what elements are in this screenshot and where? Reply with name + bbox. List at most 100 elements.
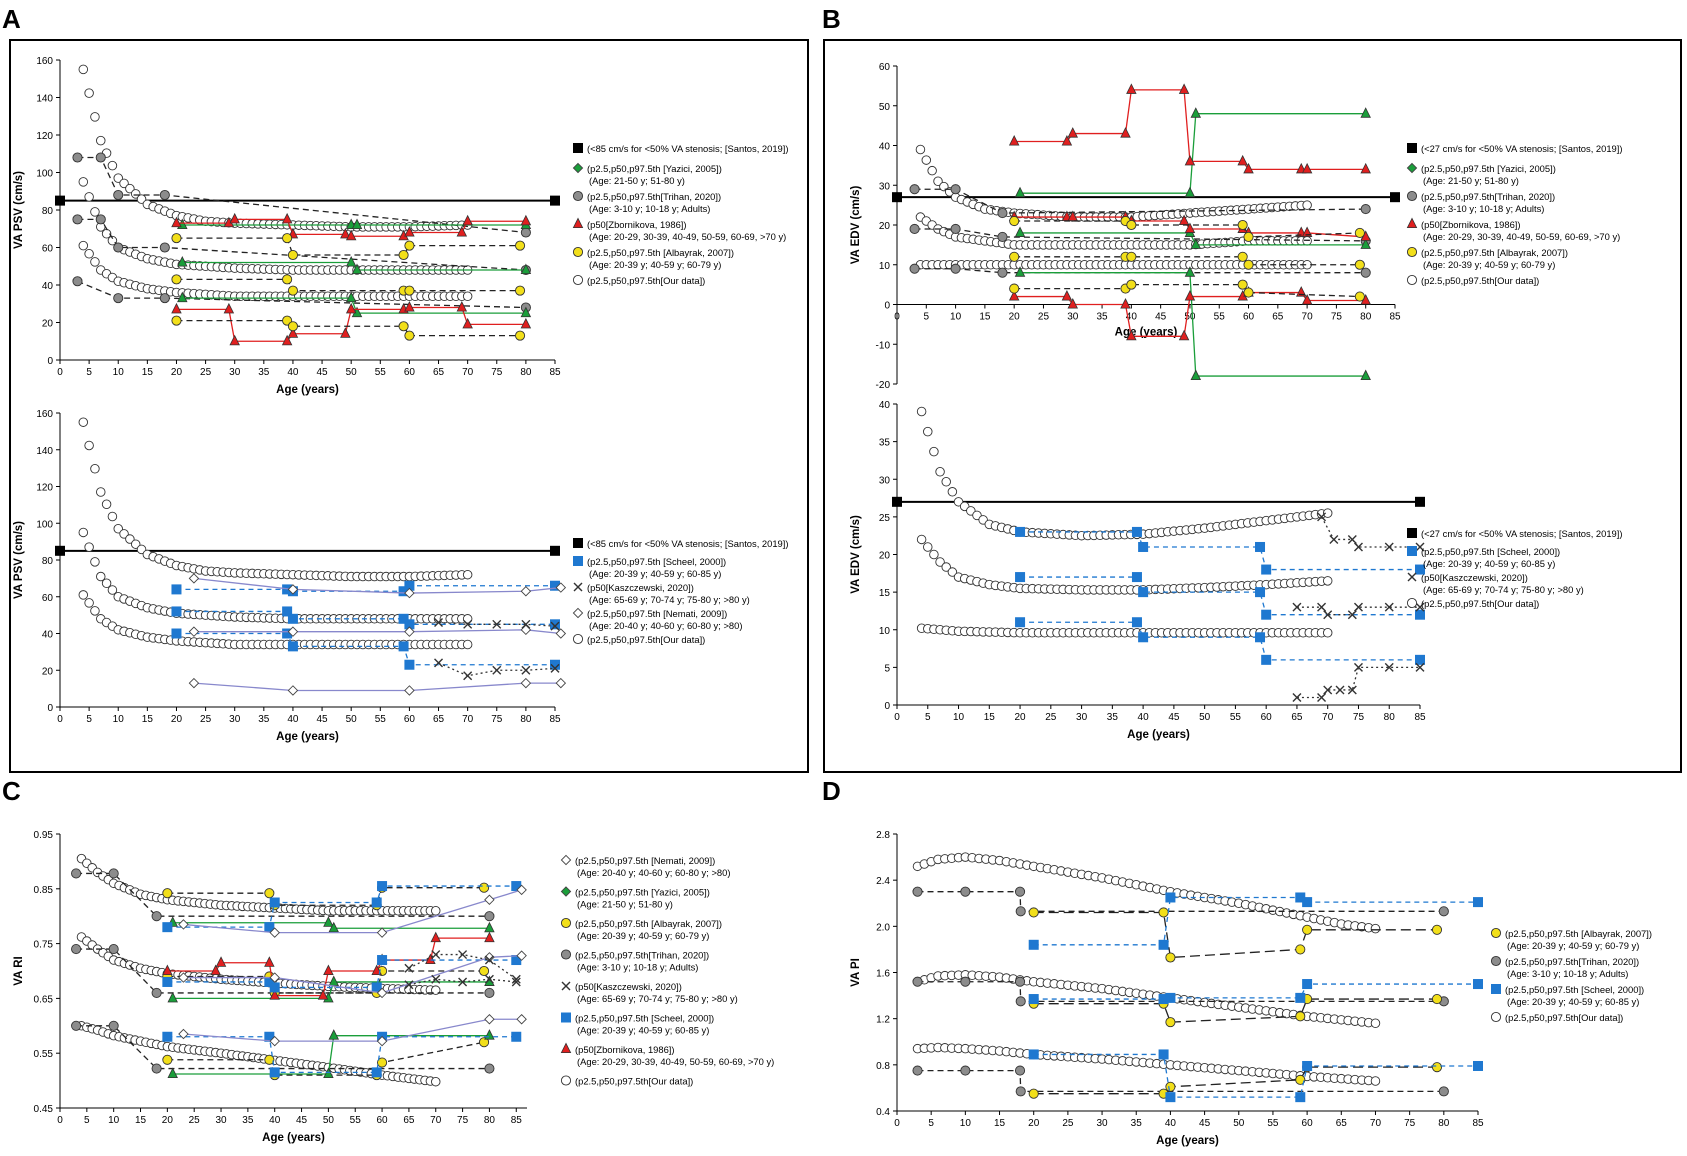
series-point [1415, 662, 1425, 672]
curve-point [929, 549, 939, 560]
series-point [264, 956, 275, 967]
x-tick-label: 60 [404, 367, 416, 378]
x-tick-label: 60 [404, 714, 416, 725]
legend-label: (p2.5,p50,p97.5th [Yazici, 2005]) [1421, 163, 1556, 174]
series-point [113, 242, 124, 253]
legend-entry: (p2.5,p50,p97.5th [Yazici, 2005])(Age: 2… [560, 886, 710, 910]
x-tick-label: 55 [375, 714, 387, 725]
x-tick-label: 30 [1076, 712, 1088, 723]
x-tick-label: 0 [57, 1115, 63, 1126]
series-line [167, 970, 485, 994]
y-tick-label: 0.4 [876, 1107, 890, 1118]
cross-stroke [1415, 602, 1425, 612]
series-kaszczewski-upper [404, 950, 521, 984]
cross-stroke [484, 955, 494, 965]
x-axis-label: Age (years) [1127, 729, 1190, 741]
curve-point [941, 562, 951, 572]
cross-stroke [1292, 692, 1302, 702]
cross-stroke [434, 658, 444, 668]
cross-stroke [521, 619, 531, 629]
panel-letter-c: C [2, 776, 21, 806]
series-kaszczewski-lower [404, 974, 521, 990]
legend-sublabel: (Age: 21-50 y; 51-80 y) [1423, 175, 1519, 186]
series-point [1415, 564, 1426, 575]
legend-label: (p2.5,p50,p97.5th[Our data]) [1505, 1012, 1623, 1023]
x-tick-label: 15 [135, 1115, 147, 1126]
series-point [1292, 602, 1302, 612]
legend-entry: (p2.5,p50,p97.5th[Trihan, 2020])(Age: 3-… [1406, 190, 1555, 214]
cross-stroke [1292, 602, 1302, 612]
y-tick-label: 35 [879, 438, 891, 449]
series-point [950, 263, 961, 274]
x-tick-label: 85 [549, 367, 561, 378]
chart-b-top: -20 -10 0 10 20 30 40 50 60 0 5 10 15 20 25 30 35 40 45 50 5… [850, 62, 1623, 391]
series-point [71, 868, 82, 879]
series-point [404, 980, 414, 990]
y-tick-label: 60 [42, 244, 54, 255]
legend-entry: (p2.5,p50,p97.5th [Yazici, 2005])(Age: 2… [1406, 162, 1556, 186]
x-tick-label: 70 [430, 1115, 442, 1126]
reference-marker [892, 496, 903, 507]
series-line [1020, 621, 1420, 661]
cross-stroke [1317, 512, 1327, 522]
x-tick-label: 10 [950, 312, 962, 323]
series-point [521, 619, 531, 629]
series-point [1317, 512, 1327, 522]
curve-point [119, 178, 129, 189]
legend-marker [560, 949, 572, 960]
series-point [317, 989, 329, 1000]
curve-point [916, 534, 927, 545]
legend-marker [573, 556, 584, 567]
series-point [404, 301, 415, 312]
legend-label: (<85 cm/s for <50% VA stenosis; [Santos,… [587, 538, 789, 549]
curve-point [84, 598, 94, 608]
series-trihan-p2-5 [909, 263, 1371, 278]
series-point [1237, 154, 1248, 166]
series-point [1295, 992, 1306, 1003]
series-kaszczewski-middle [1292, 602, 1425, 620]
y-tick-label: 0 [47, 703, 53, 714]
legend-entry: (p2.5,p50,p97.5th[Trihan, 2020])(Age: 3-… [572, 190, 721, 214]
series-point [1131, 526, 1142, 537]
series-point [1438, 906, 1449, 917]
series-line [176, 319, 521, 337]
series-point [404, 659, 415, 670]
series-point [960, 1065, 971, 1076]
x-tick-label: 50 [1199, 712, 1211, 723]
series-point [1061, 135, 1073, 146]
cross-stroke [492, 665, 502, 675]
curve-point [78, 417, 89, 427]
curve-point [96, 135, 106, 146]
y-tick-label: 30 [879, 181, 891, 192]
series-albayrak-p97-5 [1009, 215, 1365, 242]
series-point [282, 233, 293, 244]
cross-stroke [484, 974, 494, 984]
series-line [1020, 576, 1420, 616]
cross-stroke [1384, 662, 1394, 672]
x-tick-label: 45 [1199, 1118, 1211, 1129]
series-point [1473, 979, 1484, 990]
series-point [1028, 1049, 1039, 1060]
series-point [287, 685, 299, 696]
curve-point [923, 542, 933, 552]
y-tick-label: 1.2 [876, 1015, 890, 1026]
series-point [1353, 662, 1363, 672]
legend-label: (p2.5,p50,p97.5th [Scheel, 2000]) [587, 556, 726, 567]
series-point [171, 606, 182, 617]
series-point [223, 302, 235, 314]
legend-entry: (p2.5,p50,p97.5th [Albayrak, 2007])(Age:… [560, 917, 722, 941]
series-yazici-p97-5 [1014, 107, 1371, 198]
series-point [1295, 1011, 1306, 1022]
series-line [1033, 1066, 1437, 1095]
y-tick-label: 60 [42, 593, 54, 604]
series-point [1158, 1049, 1169, 1060]
series-point [550, 619, 561, 630]
series-point [1158, 907, 1169, 918]
legend-sublabel: (Age: 20-29, 30-39, 40-49, 50-59, 60-69,… [577, 1056, 774, 1067]
reference-marker [55, 545, 66, 556]
series-point [1120, 127, 1131, 138]
x-tick-label: 45 [1168, 712, 1180, 723]
series-point [1384, 542, 1394, 552]
series-point [516, 950, 527, 961]
series-point [287, 641, 298, 652]
